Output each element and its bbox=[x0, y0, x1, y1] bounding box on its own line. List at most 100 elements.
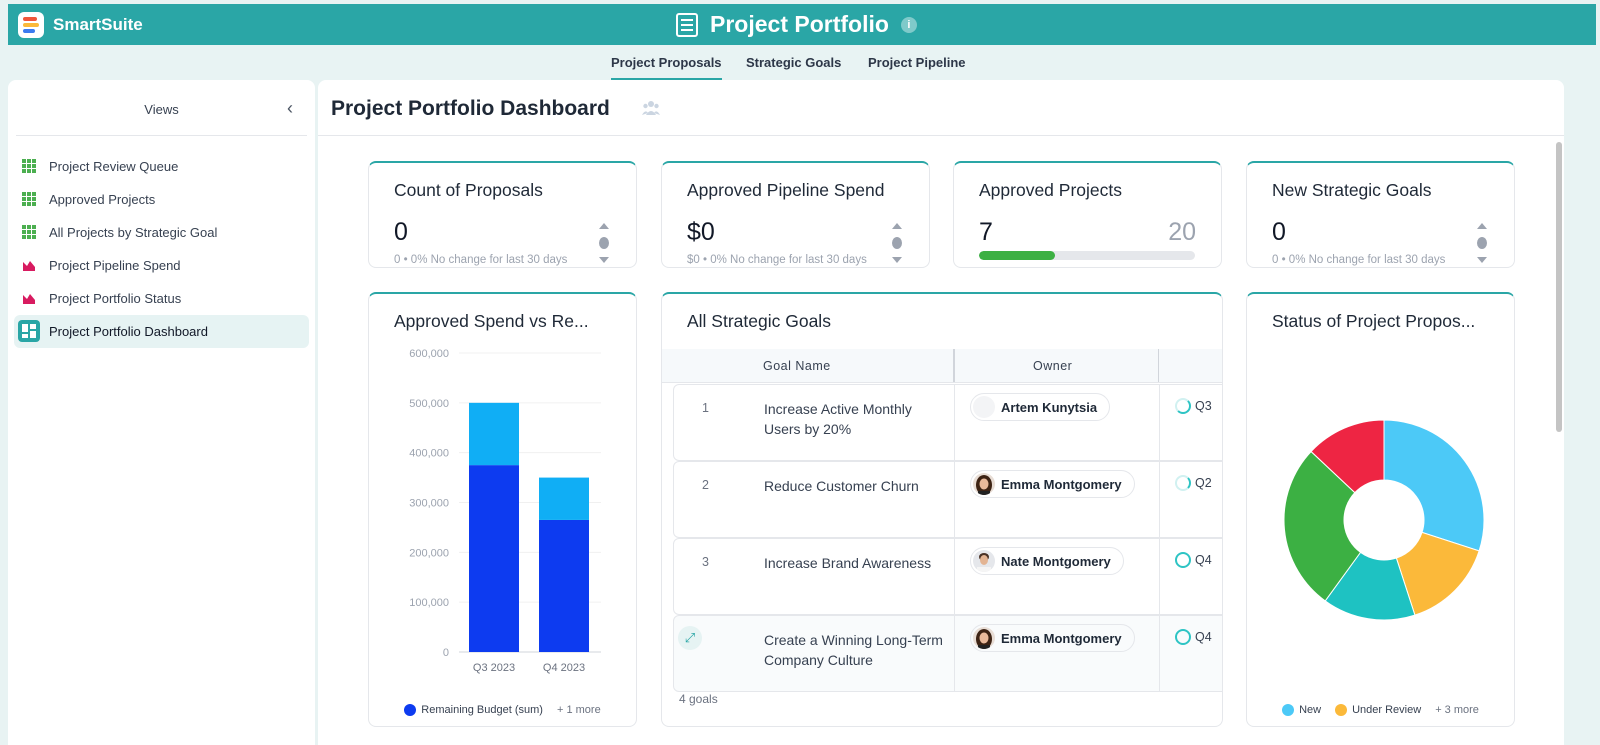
legend-label: Remaining Budget (sum) bbox=[421, 703, 543, 716]
legend-item[interactable]: Under Review bbox=[1335, 704, 1421, 716]
sidebar-item-approved-projects[interactable]: Approved Projects bbox=[14, 183, 309, 216]
people-icon[interactable] bbox=[642, 100, 660, 116]
owner-chip[interactable]: Artem Kunytsia bbox=[970, 393, 1111, 421]
quarter-label: Q2 bbox=[1195, 476, 1212, 490]
legend-more-label: 1 more bbox=[566, 703, 601, 716]
metric-value: 0 bbox=[1272, 218, 1286, 246]
sidebar-header: Views ‹ bbox=[16, 80, 307, 136]
metric-count-of-proposals[interactable]: Count of Proposals 0 0 • 0% No change fo… bbox=[368, 161, 637, 268]
sidebar-item-project-portfolio-dashboard[interactable]: Project Portfolio Dashboard bbox=[14, 315, 309, 348]
sidebar-item-label: Approved Projects bbox=[49, 192, 156, 207]
quarter-cell[interactable]: Q2 bbox=[1175, 475, 1212, 491]
chart-legend: New Under Review + 3 more bbox=[1247, 704, 1514, 716]
goal-name[interactable]: Reduce Customer Churn bbox=[764, 478, 919, 494]
sidebar-item-project-pipeline-spend[interactable]: Project Pipeline Spend bbox=[14, 249, 309, 282]
legend-more[interactable]: + 1 more bbox=[556, 703, 601, 716]
chevron-left-icon[interactable]: ‹ bbox=[287, 98, 293, 118]
tab-project-proposals[interactable]: Project Proposals bbox=[611, 55, 722, 81]
cell-divider bbox=[954, 539, 955, 614]
table-row[interactable]: 3 Increase Brand Awareness Nate Montgome… bbox=[673, 538, 1222, 615]
tab-project-pipeline[interactable]: Project Pipeline bbox=[868, 55, 966, 70]
chart-view-icon bbox=[23, 261, 35, 271]
quarter-cell[interactable]: Q4 bbox=[1175, 629, 1212, 645]
sidebar-item-project-portfolio-status[interactable]: Project Portfolio Status bbox=[14, 282, 309, 315]
cell-divider bbox=[1159, 539, 1160, 614]
column-divider[interactable] bbox=[953, 349, 955, 382]
table-row[interactable]: 2 Reduce Customer Churn Emma Montgomery … bbox=[673, 461, 1222, 538]
trend-neutral-icon bbox=[892, 223, 902, 263]
y-tick-label: 200,000 bbox=[409, 547, 449, 559]
grid-view-icon bbox=[22, 225, 36, 239]
brand[interactable]: SmartSuite bbox=[18, 12, 143, 38]
row-number: 3 bbox=[702, 555, 709, 569]
cell-divider bbox=[954, 385, 955, 460]
info-icon[interactable]: i bbox=[900, 16, 917, 33]
metric-approved-pipeline-spend[interactable]: Approved Pipeline Spend $0 $0 • 0% No ch… bbox=[661, 161, 930, 268]
cell-divider bbox=[954, 616, 955, 691]
legend-item[interactable]: New bbox=[1282, 704, 1321, 716]
legend-item[interactable]: Remaining Budget (sum) bbox=[404, 704, 543, 716]
y-tick-label: 100,000 bbox=[409, 597, 449, 609]
widget-title: All Strategic Goals bbox=[687, 311, 831, 331]
quarter-label: Q4 bbox=[1195, 553, 1212, 567]
tab-strategic-goals[interactable]: Strategic Goals bbox=[746, 55, 842, 70]
owner-chip[interactable]: Emma Montgomery bbox=[970, 624, 1135, 652]
bar bbox=[469, 465, 519, 652]
views-sidebar: Views ‹ Project Review Queue Approved Pr… bbox=[8, 80, 315, 745]
metric-title: New Strategic Goals bbox=[1272, 180, 1432, 200]
bar bbox=[469, 402, 519, 466]
column-header-goal-name[interactable]: Goal Name bbox=[763, 359, 831, 373]
app-header: SmartSuite Project Portfolio i bbox=[8, 4, 1596, 45]
y-tick-label: 0 bbox=[443, 647, 449, 659]
vertical-scrollbar[interactable] bbox=[1556, 142, 1562, 432]
trend-neutral-icon bbox=[599, 223, 609, 263]
legend-more[interactable]: + 3 more bbox=[1435, 703, 1479, 716]
y-tick-label: 600,000 bbox=[409, 348, 449, 360]
bar bbox=[539, 477, 589, 520]
sidebar-item-label: Project Review Queue bbox=[49, 159, 179, 174]
widget-approved-spend-chart[interactable]: Approved Spend vs Re... 0 100,000 200,000 3… bbox=[368, 292, 637, 727]
metric-change: 0 • 0% No change for last 30 days bbox=[394, 254, 568, 266]
sidebar-item-label: Project Portfolio Status bbox=[49, 291, 182, 306]
table-row[interactable]: 1 Increase Active Monthly Users by 20% A… bbox=[673, 384, 1222, 461]
table-row[interactable]: ⤢ Create a Winning Long-Term Company Cul… bbox=[673, 615, 1222, 692]
widget-status-of-proposals[interactable]: Status of Project Propos... New Under Re… bbox=[1246, 292, 1515, 727]
avatar bbox=[973, 550, 995, 572]
dashboard-header: Project Portfolio Dashboard bbox=[318, 80, 1564, 136]
column-divider[interactable] bbox=[1158, 349, 1159, 382]
progress-ring-icon bbox=[1175, 398, 1191, 414]
quarter-cell[interactable]: Q3 bbox=[1175, 398, 1212, 414]
owner-name: Nate Montgomery bbox=[1001, 553, 1111, 569]
legend-label: Under Review bbox=[1352, 703, 1422, 716]
goal-name[interactable]: Increase Active Monthly Users by 20% bbox=[764, 401, 912, 437]
owner-name: Emma Montgomery bbox=[1001, 476, 1122, 492]
progress-ring-icon bbox=[1175, 629, 1191, 645]
goal-name[interactable]: Create a Winning Long-Term Company Cultu… bbox=[764, 632, 943, 668]
widget-all-strategic-goals[interactable]: All Strategic Goals Goal Name Owner 1 In… bbox=[661, 292, 1223, 727]
progress-ring-icon bbox=[1175, 475, 1191, 491]
metric-approved-projects[interactable]: Approved Projects 7 20 bbox=[953, 161, 1222, 268]
metric-title: Approved Projects bbox=[979, 180, 1122, 200]
goal-name[interactable]: Increase Brand Awareness bbox=[764, 555, 932, 571]
metric-new-strategic-goals[interactable]: New Strategic Goals 0 0 • 0% No change f… bbox=[1246, 161, 1515, 268]
app-title-text: Project Portfolio bbox=[710, 11, 889, 37]
list-icon bbox=[676, 12, 698, 37]
sidebar-item-all-projects-by-goal[interactable]: All Projects by Strategic Goal bbox=[14, 216, 309, 249]
owner-chip[interactable]: Emma Montgomery bbox=[970, 470, 1135, 498]
metric-value: $0 bbox=[687, 218, 715, 246]
expand-icon[interactable]: ⤢ bbox=[678, 626, 702, 650]
table-header: Goal Name Owner bbox=[662, 349, 1222, 383]
row-number: 1 bbox=[702, 401, 709, 415]
pie-slice bbox=[1383, 419, 1485, 552]
quarter-cell[interactable]: Q4 bbox=[1175, 552, 1212, 568]
owner-chip[interactable]: Nate Montgomery bbox=[970, 547, 1124, 575]
row-number: 2 bbox=[702, 478, 709, 492]
sidebar-item-project-review-queue[interactable]: Project Review Queue bbox=[14, 150, 309, 183]
avatar bbox=[973, 396, 995, 418]
widget-title: Approved Spend vs Re... bbox=[394, 311, 589, 331]
avatar bbox=[973, 473, 995, 495]
sidebar-title: Views bbox=[144, 102, 179, 117]
column-header-owner[interactable]: Owner bbox=[1033, 359, 1073, 373]
avatar bbox=[973, 627, 995, 649]
y-tick-label: 500,000 bbox=[409, 398, 449, 410]
